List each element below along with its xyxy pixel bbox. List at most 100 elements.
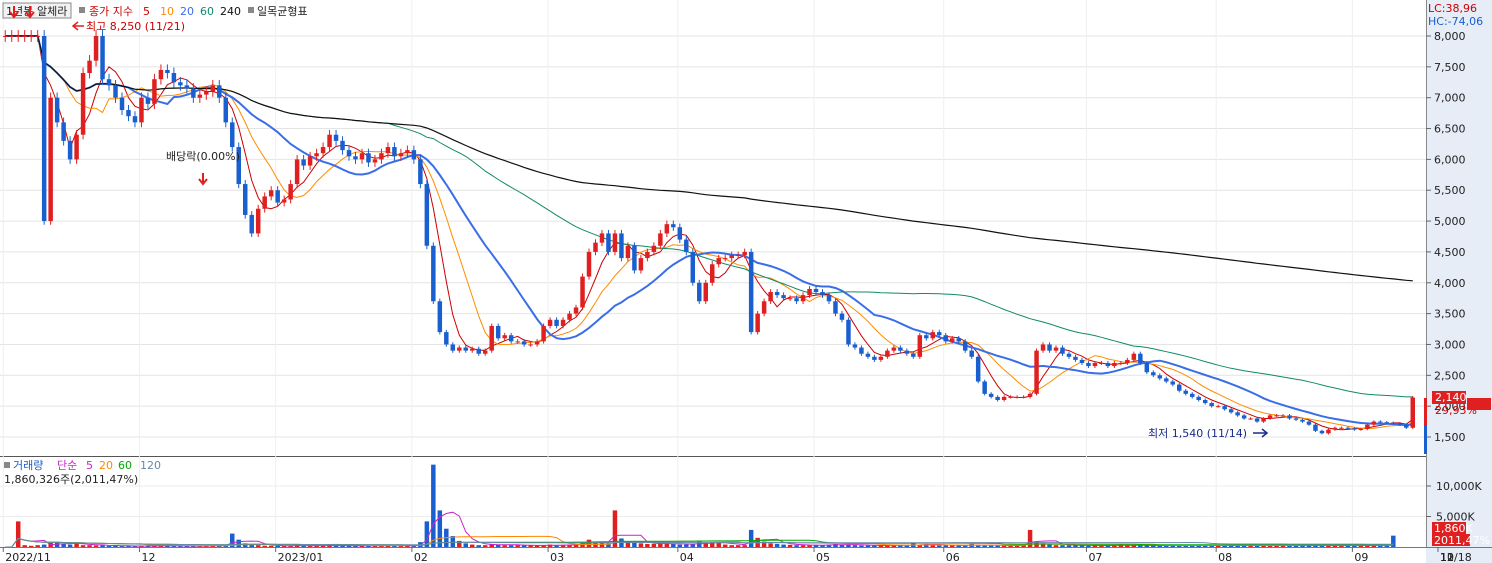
volume-bar [1365, 545, 1370, 547]
volume-bar [1118, 544, 1124, 547]
volume-bar [930, 545, 936, 547]
volume-bar [476, 545, 481, 547]
candle-body [891, 347, 897, 351]
candle-body [878, 356, 884, 360]
volume-bar [1053, 545, 1059, 547]
candle-body [223, 97, 229, 123]
volume-bar [1196, 545, 1201, 547]
time-tick-label: 08 [1218, 551, 1232, 563]
candle-body [541, 325, 546, 342]
candle-body [1280, 415, 1286, 417]
lc-label: LC:38,96 [1428, 2, 1477, 15]
volume-bar [1008, 545, 1013, 547]
volume-bar [1112, 545, 1117, 547]
candle-body [366, 153, 371, 163]
candle-body [93, 36, 99, 61]
volume-bar [534, 545, 540, 547]
candle-body [1261, 418, 1266, 422]
code-box[interactable] [2, 2, 72, 19]
volume-bar [664, 543, 670, 547]
candle-body [1099, 362, 1104, 364]
candle-body [671, 224, 676, 228]
time-tick-label: 11 [1440, 551, 1454, 563]
volume-bar [41, 544, 47, 547]
candle-body [392, 147, 397, 157]
volume-bar [1280, 545, 1286, 547]
volume-bar [275, 545, 280, 547]
volume-bar [612, 510, 618, 547]
candle-body [191, 88, 196, 98]
dividend-arrow-icon [198, 173, 208, 186]
volume-bar [1339, 545, 1344, 547]
candle-body [405, 150, 410, 154]
candle-body [917, 335, 923, 357]
volume-bar [1287, 545, 1292, 547]
candle-body [1326, 429, 1331, 434]
volume-bar [937, 545, 942, 547]
candle-body [359, 153, 365, 160]
time-axis: 2022/11 12 2023/01 02 03 04 05 06 07 08 09 10111212… [2, 547, 1472, 563]
candle-body [930, 332, 936, 339]
volume-bar [1105, 545, 1111, 547]
volume-bar [132, 546, 138, 547]
volume-bar [768, 543, 773, 547]
candle-body [826, 295, 832, 302]
candle-body [3, 36, 8, 37]
candle-body [534, 341, 540, 345]
volume-bar [761, 541, 767, 547]
candle-body [755, 313, 760, 333]
entry-arrows [9, 6, 35, 19]
candle-body [1079, 359, 1085, 363]
candle-body [1073, 356, 1078, 360]
candle-body [1086, 362, 1091, 367]
candle-body [573, 307, 579, 314]
candle-body [15, 36, 21, 37]
dividend-annotation: 배당락(0.00%) [166, 150, 240, 163]
volume-bar [22, 545, 27, 547]
candle-body [1352, 428, 1357, 430]
candle-body [165, 69, 170, 74]
volume-bar [833, 543, 838, 547]
candle-body [340, 140, 345, 151]
volume-ma60: 60 [118, 459, 132, 472]
candle-body [463, 347, 469, 351]
volume-bar [1332, 545, 1338, 547]
volume-bar [1001, 545, 1007, 547]
volume-bar [502, 545, 507, 547]
candle-body [470, 348, 475, 351]
volume-bar [1027, 529, 1033, 547]
volume-bar [1092, 545, 1098, 547]
candle-body [22, 36, 27, 37]
candle-body [230, 122, 235, 148]
candle-body [1313, 424, 1318, 431]
volume-bar [372, 545, 378, 547]
time-tick-label: 10 [1440, 551, 1454, 563]
volume-bar [249, 544, 254, 547]
candle-body [690, 251, 696, 283]
volume-bar [813, 545, 819, 547]
candle-body [444, 332, 449, 345]
candle-body [547, 319, 553, 326]
volume-bar [982, 545, 987, 547]
legend-ichimoku: 일목균형표 [257, 4, 308, 18]
candle-body [1131, 353, 1137, 360]
candle-body [1215, 406, 1221, 408]
candle-body [722, 258, 728, 260]
volume-bar [236, 539, 241, 547]
volume-bar [846, 544, 851, 547]
candle-body [294, 159, 300, 185]
candle-body [664, 224, 670, 234]
volume-bar [67, 544, 73, 547]
candle-body [314, 153, 319, 157]
candle-body [372, 159, 378, 163]
volume-bar [1014, 545, 1020, 547]
legend-ma20: 20 [180, 5, 194, 18]
candle-body [398, 153, 404, 157]
volume-bar [1261, 545, 1266, 547]
ma-line-10 [5, 35, 1414, 430]
candle-body [625, 245, 631, 259]
volume-bar [262, 545, 267, 547]
volume-bar [230, 533, 235, 547]
volume-title: 거래량 [13, 459, 43, 472]
